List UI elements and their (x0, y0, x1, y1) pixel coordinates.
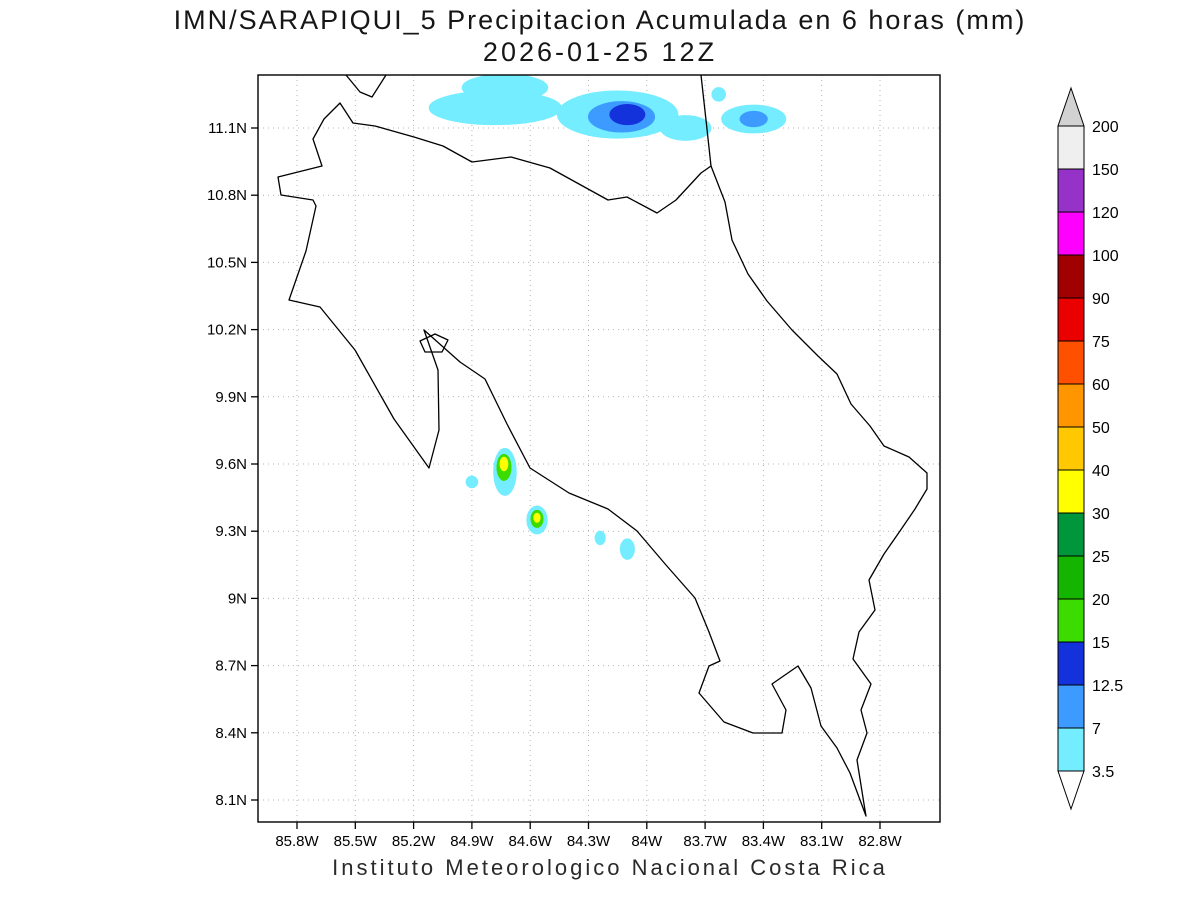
colorbar-over-arrow (1057, 86, 1085, 127)
latitude-tick-label: 9.6N (215, 456, 247, 473)
precip-cell (739, 110, 768, 128)
colorbar-segment (1057, 168, 1085, 213)
colorbar-segment (1057, 469, 1085, 514)
colorbar-segment (1057, 297, 1085, 342)
colorbar-tick-label: 150 (1092, 162, 1119, 179)
precip-cell (594, 530, 606, 546)
latitude-tick-label: 8.7N (215, 658, 247, 675)
colorbar-tick-label: 120 (1092, 205, 1119, 222)
chira-island-outline (419, 333, 449, 353)
title-block: IMN/SARAPIQUI_5 Precipitacion Acumulada … (0, 4, 1200, 69)
costa-rica-coastline (277, 75, 928, 817)
colorbar-segment (1057, 426, 1085, 471)
colorbar-segment (1057, 211, 1085, 256)
colorbar-under-arrow (1057, 770, 1085, 811)
colorbar-segment (1057, 512, 1085, 557)
colorbar-tick-label: 75 (1092, 334, 1110, 351)
grid-lines (258, 75, 940, 822)
longitude-tick-label: 84.9W (450, 833, 494, 850)
colorbar-tick-label: 25 (1092, 549, 1110, 566)
longitude-tick-label: 84.6W (509, 833, 553, 850)
colorbar-segment (1057, 727, 1085, 772)
lake-nicaragua-shore (345, 75, 387, 98)
precip-cell (711, 87, 727, 102)
latitude-tick-label: 10.8N (207, 187, 247, 204)
latitude-tick-label: 10.2N (207, 322, 247, 339)
colorbar-segment (1057, 598, 1085, 643)
colorbar-tick-label: 60 (1092, 377, 1110, 394)
latitude-tick-label: 10.5N (207, 254, 247, 271)
longitude-tick-label: 84.3W (567, 833, 611, 850)
colorbar-segment (1057, 383, 1085, 428)
colorbar-tick-label: 50 (1092, 420, 1110, 437)
longitude-tick-label: 83.4W (742, 833, 786, 850)
colorbar-tick-label: 90 (1092, 291, 1110, 308)
precip-cell (609, 103, 646, 126)
caption: Instituto Meteorologico Nacional Costa R… (332, 855, 888, 880)
colorbar-tick-label: 20 (1092, 592, 1110, 609)
latitude-tick-label: 9N (228, 590, 247, 607)
longitude-tick-label: 83.1W (800, 833, 844, 850)
colorbar-tick-label: 15 (1092, 635, 1110, 652)
precip-cell (461, 75, 549, 102)
precip-cell (533, 512, 541, 523)
map-frame (257, 74, 941, 823)
longitude-tick-label: 83.7W (683, 833, 727, 850)
longitude-tick-label: 84W (631, 833, 663, 850)
precip-cell (465, 475, 479, 489)
chart-title: IMN/SARAPIQUI_5 Precipitacion Acumulada … (173, 5, 1027, 35)
colorbar-tick-label: 3.5 (1092, 764, 1114, 781)
latitude-tick-label: 11.1N (208, 120, 247, 137)
colorbar-tick-label: 12.5 (1092, 678, 1123, 695)
precip-cell (619, 538, 635, 560)
latitude-tick-label: 8.1N (215, 792, 247, 809)
colorbar-segment (1057, 555, 1085, 600)
colorbar-segment (1057, 340, 1085, 385)
colorbar-segment (1057, 684, 1085, 729)
colorbar-tick-label: 40 (1092, 463, 1110, 480)
longitude-axis-labels: 85.8W 85.5W 85.2W 84.9W 84.6W 84.3W 84W 83.7W 83… (275, 833, 902, 850)
nicaragua-caribbean-coast (700, 75, 712, 167)
latitude-tick-label: 9.9N (215, 389, 247, 406)
longitude-tick-label: 85.8W (275, 833, 319, 850)
chart-subtitle: 2026-01-25 12Z (482, 37, 718, 68)
colorbar: 200 150 120 100 90 75 60 50 40 30 25 20 15 12.5 7 3.5 (1057, 86, 1123, 811)
latitude-tick-label: 8.4N (215, 725, 247, 742)
colorbar-tick-label: 100 (1092, 248, 1119, 265)
latitude-axis-labels: 11.1N 10.8N 10.5N 10.2N 9.9N 9.6N 9.3N 9N 8.7N 8.… (207, 120, 247, 809)
longitude-tick-label: 82.8W (858, 833, 902, 850)
colorbar-tick-label: 7 (1092, 721, 1101, 738)
longitude-tick-label: 85.2W (392, 833, 436, 850)
axis-ticks (251, 127, 881, 829)
colorbar-segment (1057, 254, 1085, 299)
precip-cell (499, 456, 509, 472)
costa-rica-outline (277, 102, 928, 817)
colorbar-tick-label: 200 (1092, 119, 1119, 136)
colorbar-segment (1057, 125, 1085, 170)
longitude-tick-label: 85.5W (334, 833, 378, 850)
colorbar-segment (1057, 641, 1085, 686)
colorbar-tick-label: 30 (1092, 506, 1110, 523)
precipitation-cells (428, 75, 787, 560)
latitude-tick-label: 9.3N (215, 523, 247, 540)
precip-cell (659, 115, 712, 141)
